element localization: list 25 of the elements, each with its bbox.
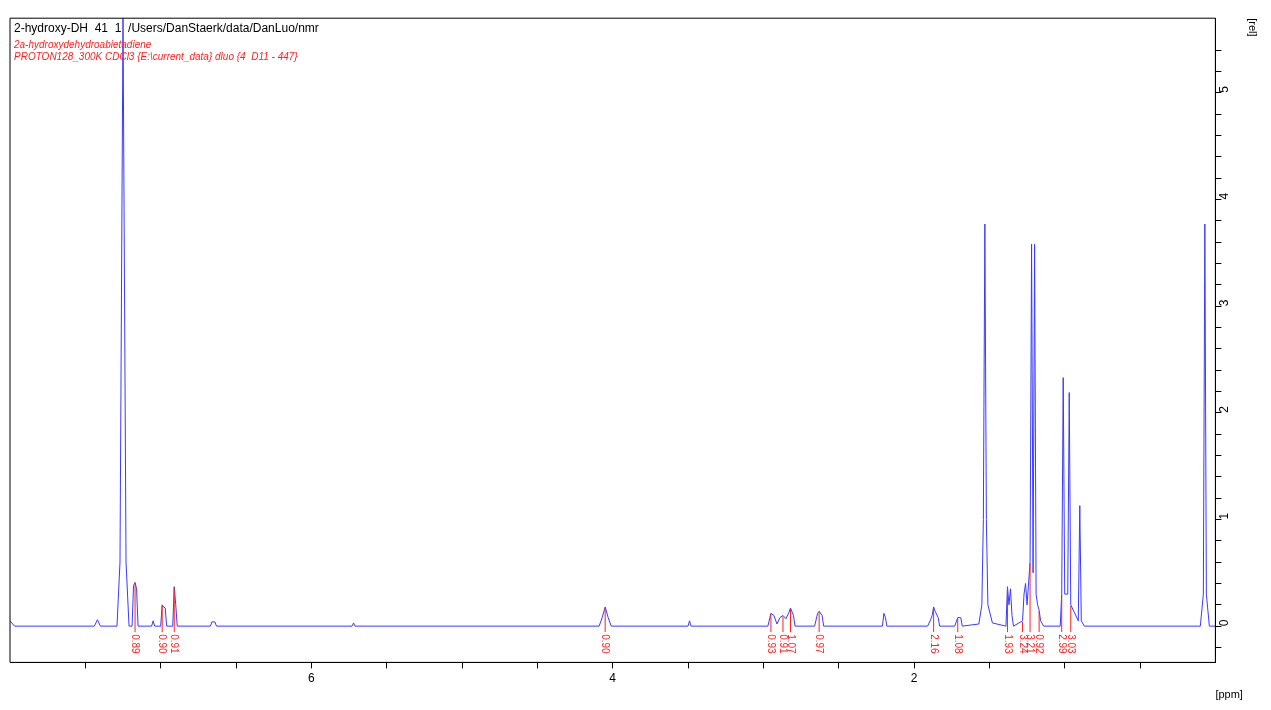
annotation: 3.03 [1066, 634, 1077, 655]
annotation: 1.08 [953, 634, 964, 655]
y-tick-label: 5 [1216, 85, 1231, 93]
annotation: 3.24 [1017, 634, 1029, 655]
y-tick-label: 0 [1216, 619, 1231, 627]
x-axis-title: [ppm] [1215, 688, 1243, 701]
x-tick-label: 6 [308, 670, 316, 685]
y-axis-title: [rel] [1247, 18, 1260, 37]
chart-title: 2-hydroxy-DH 41 1 /Users/DanStaerk/data/DanLuo/nmr [14, 20, 319, 35]
annotation: 0.93 [766, 634, 778, 655]
annotation: 0.92 [1034, 634, 1046, 655]
x-tick-label: 4 [609, 670, 617, 685]
annotation: 2.99 [1056, 634, 1068, 655]
annotation: 0.90 [600, 634, 612, 655]
y-tick-label: 1 [1216, 512, 1231, 520]
x-tick-label: 2 [910, 670, 918, 685]
y-tick-label: 2 [1216, 405, 1231, 413]
annotation: 0.89 [130, 634, 142, 655]
annotation: 1.93 [1002, 634, 1014, 655]
annotation: 0.91 [169, 634, 181, 655]
annotation: 2.16 [928, 634, 940, 655]
y-tick-label: 3 [1216, 299, 1231, 307]
y-tick-label: 4 [1216, 192, 1231, 200]
annotation: 0.90 [157, 634, 169, 655]
annotation: 0.97 [814, 634, 826, 655]
